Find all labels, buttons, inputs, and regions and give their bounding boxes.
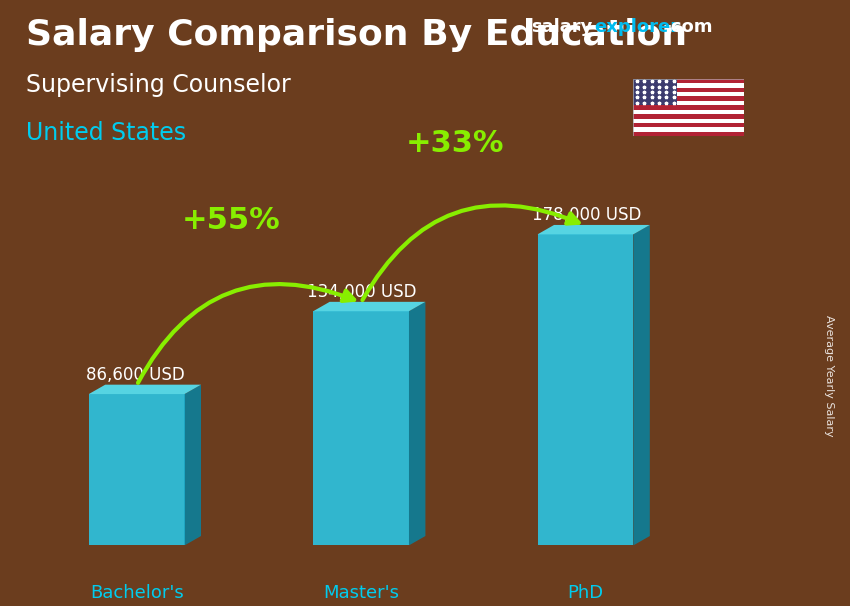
Text: Bachelor's
Degree: Bachelor's Degree bbox=[90, 584, 184, 606]
Text: United States: United States bbox=[26, 121, 185, 145]
Bar bbox=[633, 79, 744, 83]
Bar bbox=[633, 114, 744, 119]
Bar bbox=[633, 123, 744, 127]
Polygon shape bbox=[537, 235, 633, 545]
Text: PhD: PhD bbox=[568, 584, 604, 602]
Text: explorer: explorer bbox=[594, 18, 679, 36]
Polygon shape bbox=[633, 225, 649, 545]
Bar bbox=[633, 96, 744, 101]
Text: Supervising Counselor: Supervising Counselor bbox=[26, 73, 290, 97]
Bar bbox=[633, 132, 744, 136]
Text: +33%: +33% bbox=[406, 129, 505, 158]
Bar bbox=[633, 110, 744, 114]
Bar bbox=[633, 127, 744, 132]
Text: 178,000 USD: 178,000 USD bbox=[531, 206, 641, 224]
Text: 134,000 USD: 134,000 USD bbox=[307, 283, 416, 301]
Polygon shape bbox=[88, 394, 184, 545]
Bar bbox=[633, 88, 744, 92]
Text: 86,600 USD: 86,600 USD bbox=[86, 365, 184, 384]
Polygon shape bbox=[313, 302, 425, 311]
Bar bbox=[633, 105, 744, 110]
Bar bbox=[633, 101, 744, 105]
Polygon shape bbox=[88, 385, 201, 394]
Bar bbox=[633, 83, 744, 88]
Polygon shape bbox=[313, 311, 409, 545]
Text: Average Yearly Salary: Average Yearly Salary bbox=[824, 315, 834, 436]
Bar bbox=[633, 119, 744, 123]
Text: salary: salary bbox=[531, 18, 592, 36]
Text: Master's
Degree: Master's Degree bbox=[323, 584, 400, 606]
Bar bbox=[633, 79, 677, 105]
Text: .com: .com bbox=[664, 18, 712, 36]
Text: Salary Comparison By Education: Salary Comparison By Education bbox=[26, 18, 687, 52]
Bar bbox=[633, 92, 744, 96]
Polygon shape bbox=[537, 225, 649, 235]
Polygon shape bbox=[409, 302, 425, 545]
Polygon shape bbox=[184, 385, 201, 545]
Text: +55%: +55% bbox=[182, 206, 280, 235]
